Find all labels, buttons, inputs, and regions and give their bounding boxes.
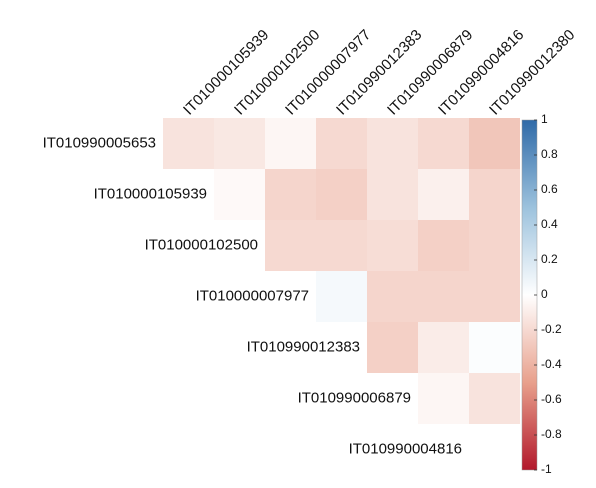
colorbar-tick-label: -0.2 xyxy=(541,322,562,336)
heatmap-cell xyxy=(316,169,367,220)
heatmap-cell xyxy=(367,271,418,322)
column-label: IT010000007977 xyxy=(282,26,374,118)
heatmap-cell xyxy=(367,169,418,220)
colorbar-tick-label: 0.6 xyxy=(541,182,558,196)
column-label: IT010990004816 xyxy=(435,26,527,118)
row-label: IT010990005653 xyxy=(43,134,156,151)
row-label: IT010000102500 xyxy=(145,236,258,253)
heatmap-cell xyxy=(214,118,265,169)
heatmap-cell xyxy=(418,322,469,373)
heatmap-cell xyxy=(367,118,418,169)
row-label: IT010000007977 xyxy=(196,287,309,304)
heatmap-cell xyxy=(469,424,520,475)
colorbar-tick-label: 1 xyxy=(541,112,548,126)
colorbar-tick-label: -1 xyxy=(541,462,552,476)
heatmap-cell xyxy=(469,118,520,169)
row-label: IT010990012383 xyxy=(247,338,360,355)
heatmap-cell xyxy=(367,322,418,373)
colorbar-tick-label: 0.4 xyxy=(541,217,558,231)
colorbar-tick-label: -0.4 xyxy=(541,357,562,371)
colorbar-tick-label: -0.6 xyxy=(541,392,562,406)
heatmap-cell xyxy=(316,271,367,322)
heatmap-cell xyxy=(163,118,214,169)
heatmap-cell xyxy=(265,169,316,220)
heatmap-cell xyxy=(265,118,316,169)
heatmap-cell xyxy=(469,322,520,373)
heatmap-cell xyxy=(469,271,520,322)
heatmap-cell xyxy=(418,220,469,271)
column-label: IT010990012380 xyxy=(486,26,578,118)
heatmap-cell xyxy=(316,220,367,271)
row-label: IT010000105939 xyxy=(94,185,207,202)
column-label: IT010000105939 xyxy=(180,26,272,118)
heatmap-cell xyxy=(418,169,469,220)
heatmap-cell xyxy=(418,118,469,169)
colorbar-tick-label: 0 xyxy=(541,287,548,301)
colorbar-tick-label: -0.8 xyxy=(541,427,562,441)
column-label: IT010000102500 xyxy=(231,26,323,118)
heatmap-cell xyxy=(367,220,418,271)
row-label: IT010990004816 xyxy=(349,440,462,457)
heatmap-cell xyxy=(214,169,265,220)
column-label: IT010990006879 xyxy=(384,26,476,118)
heatmap-cell xyxy=(418,373,469,424)
row-label: IT010990006879 xyxy=(298,389,411,406)
heatmap-cell xyxy=(418,271,469,322)
heatmap-cell xyxy=(469,169,520,220)
heatmap-cell xyxy=(316,118,367,169)
heatmap-cell xyxy=(469,373,520,424)
heatmap-cell xyxy=(469,220,520,271)
colorbar-tick-label: 0.8 xyxy=(541,147,558,161)
column-label: IT010990012383 xyxy=(333,26,425,118)
heatmap-cell xyxy=(265,220,316,271)
colorbar-tick-label: 0.2 xyxy=(541,252,558,266)
